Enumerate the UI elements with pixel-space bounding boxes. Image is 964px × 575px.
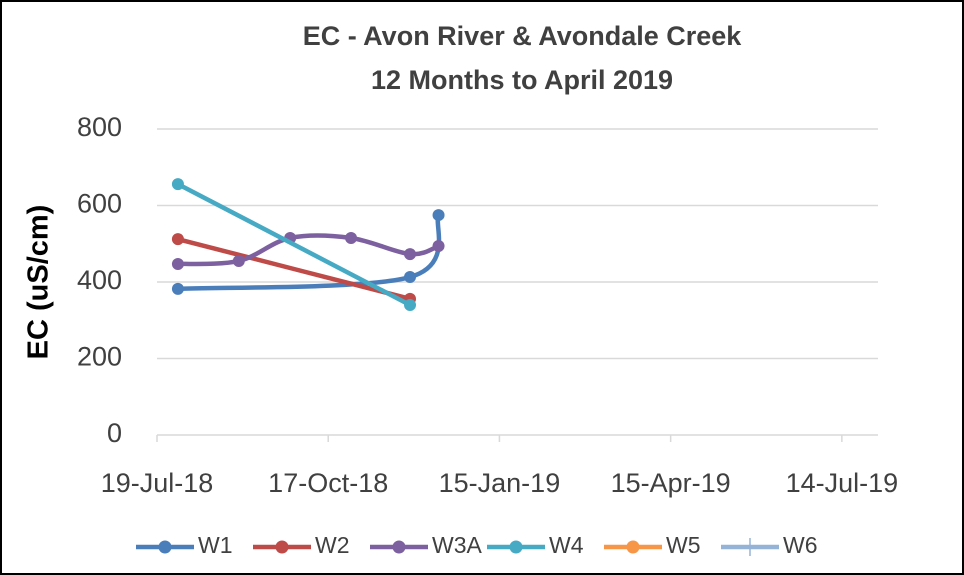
x-tick-label: 15-Apr-19 (611, 468, 731, 498)
data-point (171, 233, 184, 246)
legend-label: W1 (198, 532, 233, 558)
legend-marker (275, 540, 289, 554)
legend-marker (158, 540, 172, 554)
x-tick-label: 14-Jul-19 (786, 468, 899, 498)
y-tick-label: 600 (77, 189, 122, 219)
y-tick-label: 0 (107, 418, 122, 448)
y-axis-title: EC (uS/cm) (23, 205, 55, 360)
legend-label: W2 (315, 532, 350, 558)
legend-marker (392, 540, 406, 554)
legend-label: W4 (549, 532, 584, 558)
data-point (432, 209, 445, 222)
data-point (171, 258, 184, 271)
series-line (177, 214, 442, 292)
chart-subtitle: 12 Months to April 2019 (371, 65, 673, 95)
y-tick-label: 800 (77, 112, 122, 142)
legend-label: W3A (432, 532, 483, 558)
series-line (176, 182, 412, 307)
data-point (432, 240, 445, 253)
x-tick-label: 15-Jan-19 (439, 468, 561, 498)
y-tick-label: 400 (77, 265, 122, 295)
legend-label: W6 (783, 532, 818, 558)
data-point (345, 232, 358, 245)
data-point (404, 298, 417, 311)
x-tick-label: 17-Oct-18 (268, 468, 388, 498)
data-point (171, 178, 184, 191)
data-point (232, 254, 245, 267)
x-tick-label: 19-Jul-18 (101, 468, 214, 498)
data-point (404, 248, 417, 261)
legend-marker (509, 540, 523, 554)
legend-marker (626, 540, 640, 554)
data-point (404, 271, 417, 284)
data-point (171, 282, 184, 295)
chart-title: EC - Avon River & Avondale Creek (303, 21, 743, 51)
y-tick-label: 200 (77, 342, 122, 372)
legend-label: W5 (666, 532, 701, 558)
